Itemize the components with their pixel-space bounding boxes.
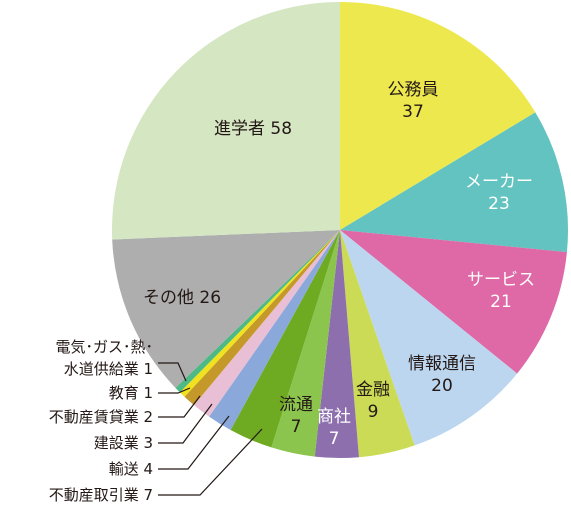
pie-slice-12: [175, 230, 340, 393]
inside-label-2-1: 21: [490, 292, 512, 312]
inside-label-5-0: 商社: [317, 407, 351, 427]
leader-line-0: [158, 362, 187, 382]
leader-line-1: [158, 387, 191, 394]
outside-label-3-0: 建設業 3: [94, 434, 153, 452]
pie-slice-3: [340, 230, 518, 446]
pie-slice-10: [184, 230, 340, 406]
inside-label-1-0: メーカー: [465, 172, 533, 192]
inside-label-6-0: 流通: [279, 395, 313, 415]
pie-slice-5: [314, 230, 359, 459]
pie-slice-11: [179, 230, 340, 397]
leader-line-3: [158, 403, 213, 444]
inside-label-3-0: 情報通信: [408, 354, 476, 374]
inside-label-4-1: 9: [368, 402, 379, 422]
inside-label-1-1: 23: [488, 194, 510, 214]
inside-label-6-1: 7: [291, 417, 302, 437]
inside-label-2-0: サービス: [467, 270, 535, 290]
inside-label-7-0: その他 26: [143, 288, 221, 308]
inside-label-4-0: 金融: [356, 380, 390, 400]
pie-slices: [112, 2, 568, 459]
pie-slice-7: [230, 230, 340, 448]
inside-label-5-1: 7: [329, 429, 340, 449]
leader-line-2: [158, 395, 201, 418]
outside-label-2-0: 不動産賃貸業 2: [49, 408, 153, 426]
inside-label-0-1: 37: [402, 102, 424, 122]
inside-label-3-1: 20: [431, 376, 453, 396]
inside-label-8-0: 進学者 58: [214, 119, 292, 139]
outside-label-0-0: 電気･ガス･熱･: [55, 338, 153, 356]
pie-slice-4: [340, 230, 415, 458]
inside-label-0-0: 公務員: [388, 80, 439, 100]
pie-slice-2: [340, 230, 567, 374]
leader-lines: [158, 362, 263, 496]
pie-slice-1: [340, 112, 568, 253]
outside-label-1-0: 教育 1: [109, 384, 153, 402]
outside-label-0-1: 水道供給業 1: [64, 360, 153, 378]
pie-slice-0: [340, 2, 536, 230]
pie-slice-13: [112, 230, 340, 388]
leader-line-5: [158, 428, 263, 496]
pie-slice-9: [193, 230, 340, 417]
leader-line-4: [158, 415, 230, 470]
outside-label-5-0: 不動産取引業 7: [49, 486, 153, 504]
pie-slice-6: [271, 230, 340, 457]
pie-slice-14: [112, 2, 340, 240]
pie-slice-8: [209, 230, 340, 431]
outside-label-4-0: 輸送 4: [109, 460, 153, 478]
